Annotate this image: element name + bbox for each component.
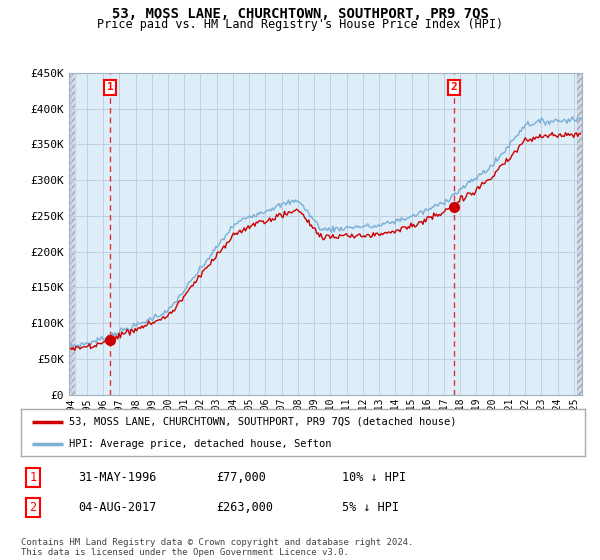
Text: 2: 2 (451, 82, 457, 92)
Bar (68, 73, 76, 395)
Text: £263,000: £263,000 (216, 501, 273, 515)
Bar (577, 73, 584, 395)
Text: 31-MAY-1996: 31-MAY-1996 (78, 470, 157, 484)
Bar (577, 73, 584, 395)
Text: 53, MOSS LANE, CHURCHTOWN, SOUTHPORT, PR9 7QS (detached house): 53, MOSS LANE, CHURCHTOWN, SOUTHPORT, PR… (69, 417, 457, 427)
Text: 04-AUG-2017: 04-AUG-2017 (78, 501, 157, 515)
Text: 2: 2 (29, 501, 37, 515)
Text: HPI: Average price, detached house, Sefton: HPI: Average price, detached house, Seft… (69, 438, 331, 449)
Text: 53, MOSS LANE, CHURCHTOWN, SOUTHPORT, PR9 7QS: 53, MOSS LANE, CHURCHTOWN, SOUTHPORT, PR… (112, 7, 488, 21)
Text: 10% ↓ HPI: 10% ↓ HPI (342, 470, 406, 484)
Text: Price paid vs. HM Land Registry's House Price Index (HPI): Price paid vs. HM Land Registry's House … (97, 18, 503, 31)
Text: 5% ↓ HPI: 5% ↓ HPI (342, 501, 399, 515)
Text: 1: 1 (107, 82, 113, 92)
Text: Contains HM Land Registry data © Crown copyright and database right 2024.
This d: Contains HM Land Registry data © Crown c… (21, 538, 413, 557)
Bar (68, 73, 76, 395)
Text: 1: 1 (29, 470, 37, 484)
Text: £77,000: £77,000 (216, 470, 266, 484)
